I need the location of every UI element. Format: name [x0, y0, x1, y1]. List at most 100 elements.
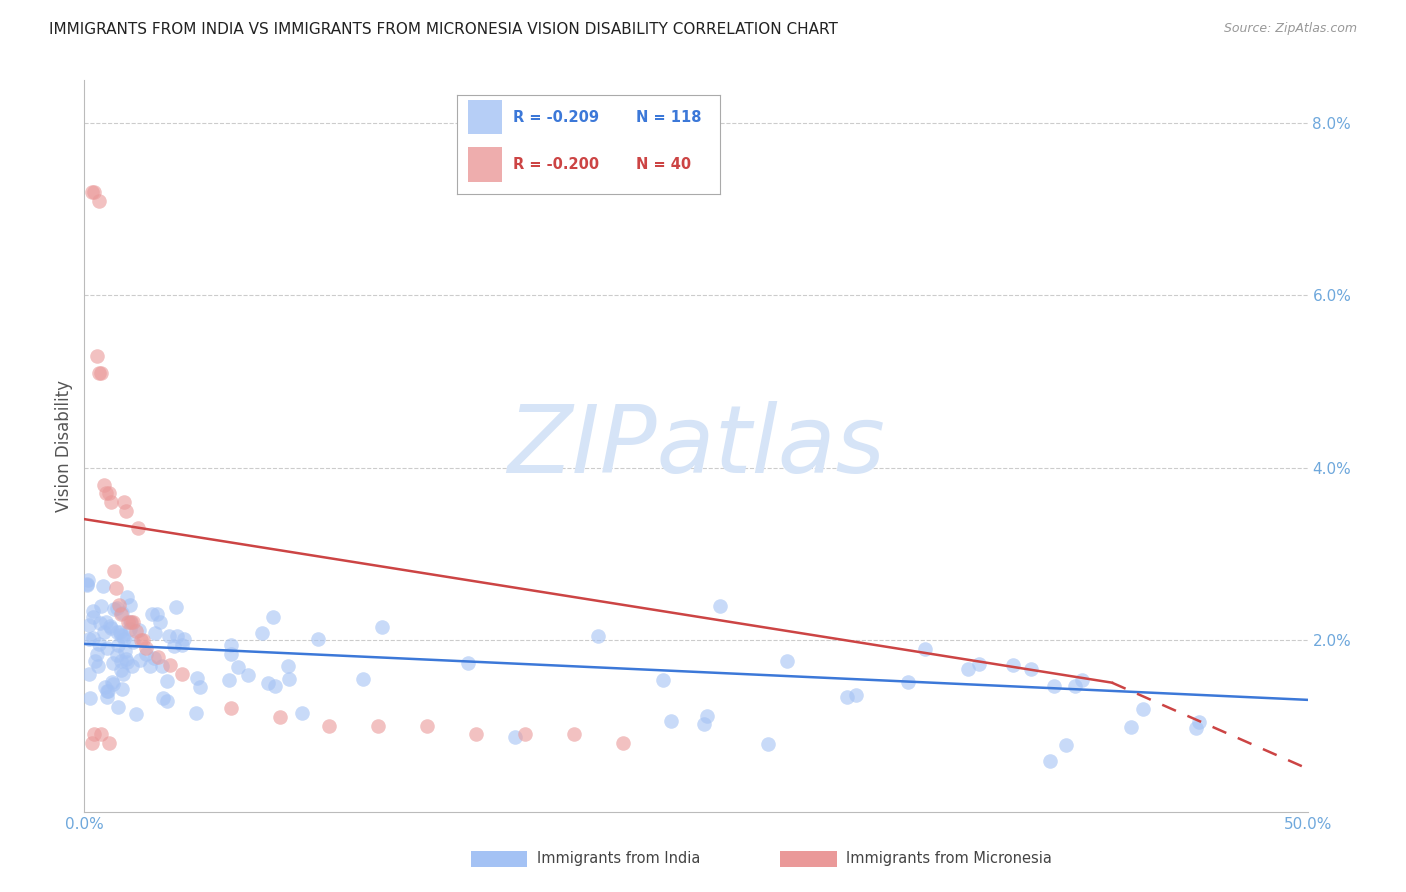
Point	[112, 667, 135, 681]
Point	[79, 690, 101, 705]
Point	[165, 599, 187, 614]
Point	[97, 736, 120, 750]
Point	[101, 675, 124, 690]
Point	[219, 647, 242, 661]
Point	[76, 578, 98, 592]
Point	[505, 731, 527, 745]
Point	[96, 690, 118, 704]
Point	[97, 486, 120, 500]
Point	[132, 632, 155, 647]
Point	[96, 615, 118, 630]
Point	[80, 185, 103, 199]
Point	[776, 654, 799, 668]
Point	[82, 610, 104, 624]
Point	[159, 658, 181, 673]
Point	[957, 662, 980, 676]
Point	[1042, 679, 1064, 693]
Point	[82, 631, 104, 645]
Point	[457, 656, 479, 670]
Point	[93, 477, 115, 491]
Point	[143, 626, 166, 640]
Point	[86, 349, 108, 363]
Point	[128, 624, 150, 638]
Text: Immigrants from Micronesia: Immigrants from Micronesia	[846, 852, 1052, 866]
Point	[1071, 673, 1094, 688]
Point	[371, 620, 394, 634]
Point	[837, 690, 859, 704]
Point	[87, 659, 110, 673]
Point	[897, 675, 920, 690]
Point	[96, 684, 118, 698]
Point	[111, 629, 134, 643]
Point	[219, 701, 242, 715]
Point	[121, 659, 143, 673]
Point	[756, 737, 779, 751]
Point	[612, 736, 634, 750]
Point	[141, 607, 163, 622]
Point	[1019, 662, 1042, 676]
Point	[1119, 720, 1142, 734]
Point	[87, 637, 110, 651]
Point	[157, 629, 180, 643]
Point	[277, 658, 299, 673]
Point	[86, 647, 108, 661]
Point	[652, 673, 675, 688]
Point	[105, 648, 128, 662]
Point	[1132, 701, 1154, 715]
Point	[96, 486, 118, 500]
Point	[221, 639, 243, 653]
Point	[146, 607, 169, 621]
Point	[103, 564, 125, 578]
Point	[90, 599, 112, 614]
Point	[263, 679, 285, 693]
Point	[236, 668, 259, 682]
Point	[100, 621, 122, 635]
Point	[845, 688, 868, 702]
Text: Source: ZipAtlas.com: Source: ZipAtlas.com	[1223, 22, 1357, 36]
Point	[1185, 722, 1208, 736]
Point	[172, 667, 194, 681]
Point	[107, 638, 129, 652]
Point	[76, 577, 98, 591]
Point	[84, 654, 107, 668]
Point	[120, 615, 142, 630]
Y-axis label: Vision Disability: Vision Disability	[55, 380, 73, 512]
Point	[914, 642, 936, 657]
Point	[139, 658, 162, 673]
Point	[278, 672, 301, 686]
Point	[184, 706, 207, 720]
Text: IMMIGRANTS FROM INDIA VS IMMIGRANTS FROM MICRONESIA VISION DISABILITY CORRELATIO: IMMIGRANTS FROM INDIA VS IMMIGRANTS FROM…	[49, 22, 838, 37]
Point	[150, 658, 173, 673]
Point	[115, 590, 138, 604]
Point	[135, 641, 157, 656]
Point	[1001, 658, 1024, 673]
Point	[105, 581, 128, 595]
Point	[1054, 739, 1077, 753]
Point	[100, 495, 122, 509]
Point	[110, 664, 132, 678]
Point	[114, 651, 136, 665]
Point	[156, 694, 179, 708]
Point	[135, 647, 157, 661]
Point	[110, 628, 132, 642]
Point	[108, 625, 131, 640]
Point	[118, 615, 141, 630]
Point	[87, 194, 110, 208]
Point	[129, 632, 152, 647]
Point	[367, 719, 389, 733]
Point	[218, 673, 240, 687]
Point	[94, 681, 117, 695]
Point	[250, 626, 273, 640]
Point	[110, 607, 132, 621]
Point	[77, 667, 100, 681]
Point	[114, 643, 136, 657]
Point	[118, 623, 141, 637]
Point	[170, 638, 193, 652]
Point	[129, 653, 152, 667]
Point	[90, 727, 112, 741]
Point	[146, 649, 169, 664]
Point	[77, 632, 100, 646]
Point	[111, 681, 134, 696]
Point	[80, 736, 103, 750]
Point	[142, 650, 165, 665]
